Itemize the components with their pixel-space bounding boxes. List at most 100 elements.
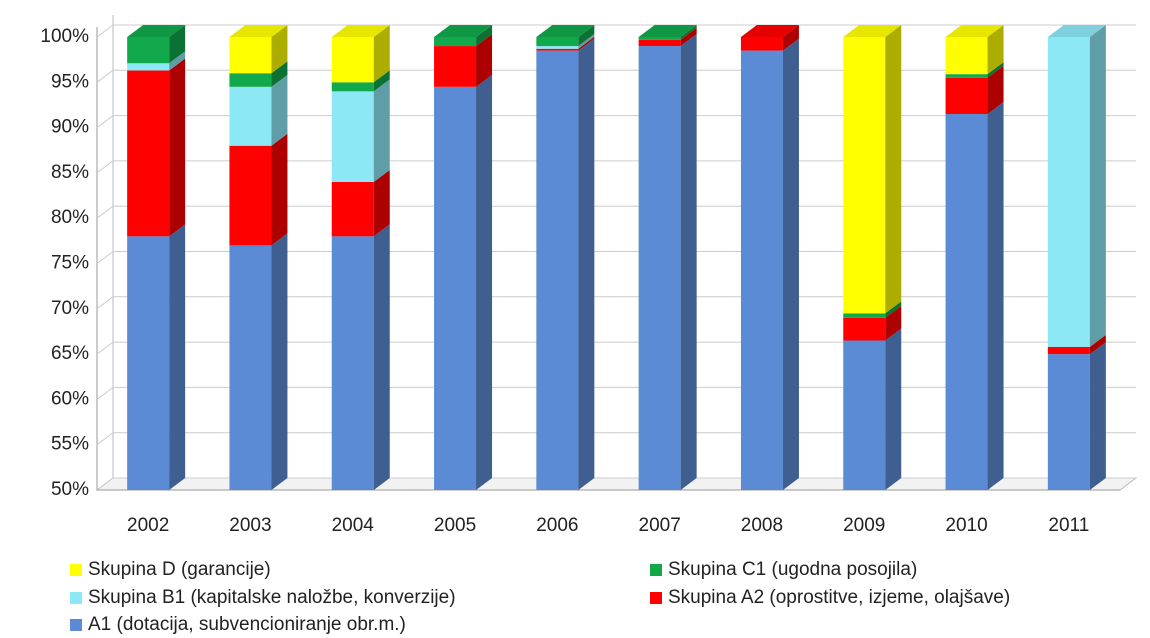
bar-segment: [331, 79, 390, 182]
bar-segment: [945, 102, 1004, 490]
bar-front: [331, 82, 374, 92]
bar-front: [536, 48, 579, 51]
bar-segment: [331, 70, 390, 92]
bar-front: [331, 181, 374, 237]
bar-side: [373, 169, 390, 237]
bar-side: [271, 133, 288, 246]
bar-segment: [1047, 334, 1106, 355]
bar-front: [331, 37, 374, 83]
bar-segment: [127, 51, 186, 71]
bar-side: [578, 38, 595, 491]
legend-label: Skupina B1 (kapitalske naložbe, konverzi…: [88, 587, 456, 608]
x-tick-label: 2008: [741, 515, 783, 536]
y-tick-label: 55%: [51, 434, 89, 455]
bar-front: [1047, 346, 1090, 355]
bar-side: [169, 58, 186, 237]
bar-front: [945, 114, 988, 490]
bar-segment: [740, 25, 799, 51]
y-tick-label: 95%: [51, 71, 89, 92]
bar-segment: [536, 25, 595, 47]
bar-segment: [638, 25, 697, 40]
legend-label: Skupina D (garancije): [88, 559, 271, 580]
legend-label: Skupina C1 (ugodna posojila): [668, 559, 917, 580]
bar-front: [945, 74, 988, 78]
bar-top: [536, 25, 595, 37]
bar-front: [638, 37, 681, 40]
bar-segment: [1047, 342, 1106, 490]
bar-front: [843, 37, 886, 314]
legend-swatch: [650, 564, 662, 576]
legend-swatch: [650, 592, 662, 604]
bar-side: [373, 25, 390, 83]
bar-side: [373, 224, 390, 490]
bar-front: [127, 70, 170, 237]
bar-segment: [229, 25, 288, 74]
bar-segment: [638, 34, 697, 491]
legend-swatch: [70, 564, 82, 576]
bar-front: [740, 37, 783, 51]
bar-top: [127, 25, 186, 37]
bar-side: [885, 25, 902, 314]
bar-segment: [536, 34, 595, 49]
bar-side: [169, 25, 186, 64]
bar-segment: [127, 224, 186, 490]
legend-swatch: [70, 592, 82, 604]
bar-side: [987, 102, 1004, 490]
y-tick-label: 50%: [51, 479, 89, 500]
bar-segment: [229, 74, 288, 146]
bar-segment: [434, 25, 493, 47]
y-tick-label: 90%: [51, 117, 89, 138]
bar-side: [1089, 334, 1106, 355]
y-tick-label: 75%: [51, 253, 89, 274]
bar-side: [885, 301, 902, 318]
bar-side: [271, 233, 288, 490]
bar-segment: [229, 61, 288, 87]
bar-front: [1047, 354, 1090, 490]
x-tick-label: 2003: [229, 515, 271, 536]
x-tick-label: 2006: [536, 515, 578, 536]
bar-segment: [843, 25, 902, 314]
y-tick-label: 70%: [51, 298, 89, 319]
bar-side: [680, 25, 697, 40]
bar-front: [843, 313, 886, 318]
bar-top: [331, 25, 390, 37]
y-tick-label: 85%: [51, 162, 89, 183]
bar-side: [987, 62, 1004, 78]
bar-side: [271, 74, 288, 146]
bar-side: [578, 36, 595, 51]
bar-segment: [229, 133, 288, 246]
bar-side: [373, 70, 390, 92]
bar-front: [434, 86, 477, 490]
bar-top: [843, 25, 902, 37]
x-tick-label: 2007: [639, 515, 681, 536]
bar-front: [945, 37, 988, 75]
bar-front: [740, 50, 783, 491]
bar-front: [638, 46, 681, 491]
x-tick-label: 2009: [843, 515, 885, 536]
bar-front: [536, 37, 579, 47]
bar-top: [945, 25, 1004, 37]
bar-side: [782, 25, 799, 51]
bar-front: [229, 73, 272, 87]
bar-front: [536, 46, 579, 49]
bar-side: [680, 27, 697, 47]
x-tick-label: 2002: [127, 515, 169, 536]
bar-side: [782, 38, 799, 491]
bar-front: [434, 37, 477, 47]
bar-top: [1047, 25, 1106, 37]
bar-side: [885, 305, 902, 341]
bar-side: [169, 51, 186, 71]
bar-segment: [740, 38, 799, 491]
bar-side: [169, 224, 186, 490]
x-tick-label: 2005: [434, 515, 476, 536]
bar-front: [229, 245, 272, 490]
bar-segment: [536, 36, 595, 51]
bar-segment: [843, 305, 902, 341]
bar-front: [434, 46, 477, 87]
bar-front: [1047, 37, 1090, 347]
y-tick-label: 80%: [51, 207, 89, 228]
bar-side: [987, 65, 1004, 115]
bar-top: [229, 25, 288, 37]
y-tick-label: 100%: [40, 26, 89, 47]
